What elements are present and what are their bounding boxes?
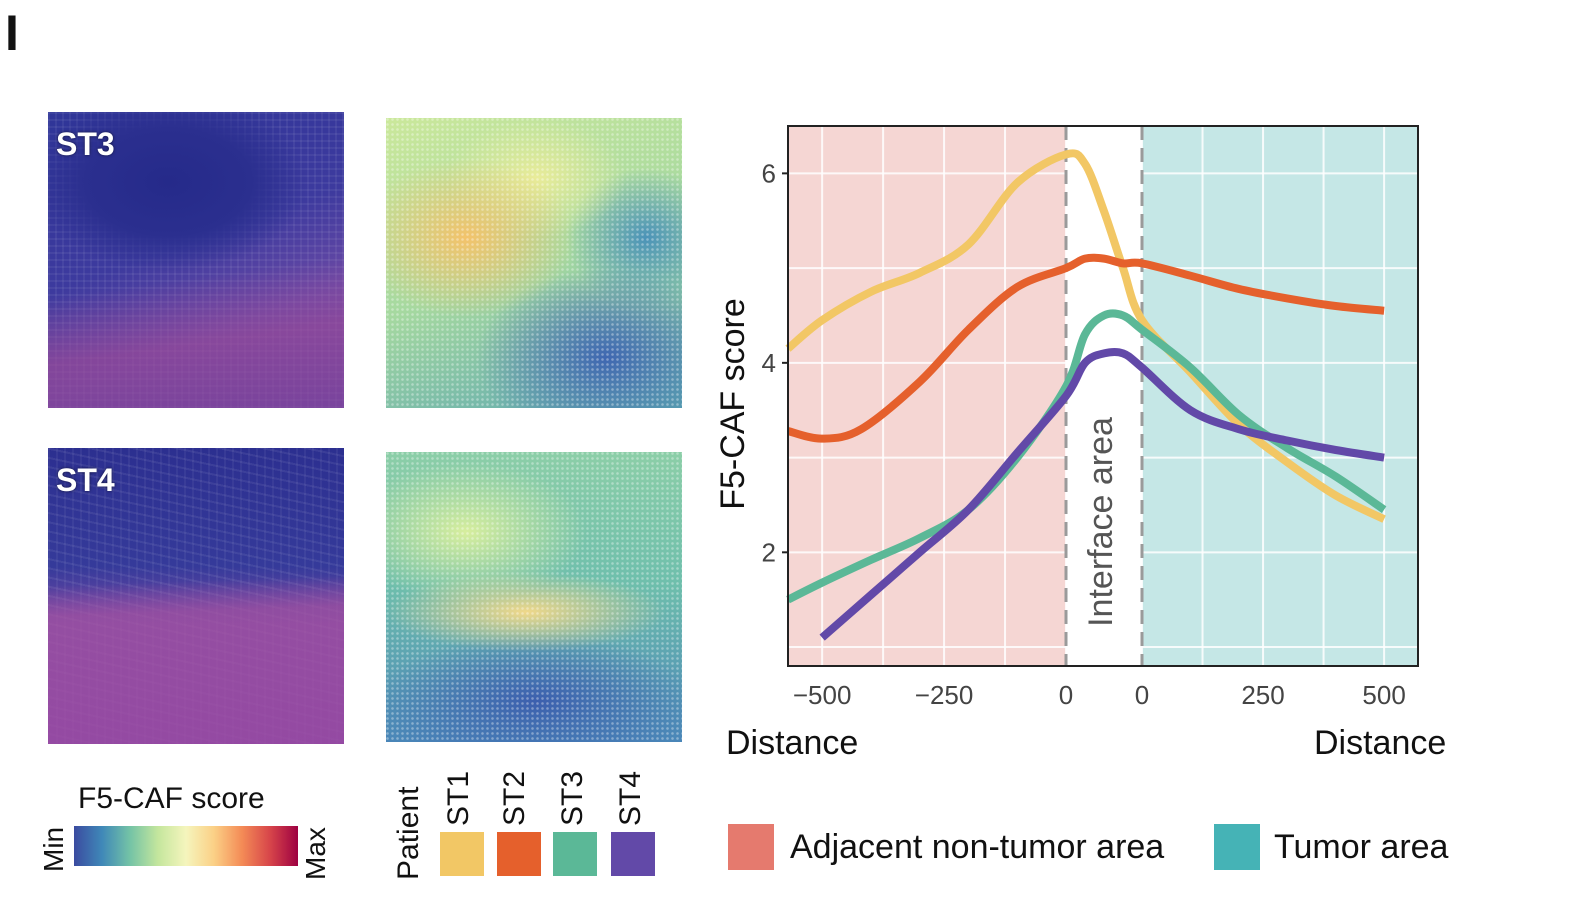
x-tick-label: 0 <box>1059 680 1073 710</box>
series-line-st3 <box>786 309 1387 604</box>
x-axis-label-right: Distance <box>1314 724 1447 762</box>
patient-swatch <box>553 832 597 876</box>
he-tissue-image <box>48 448 344 744</box>
tumor-area-label: Tumor area <box>1274 828 1449 866</box>
tissue-label: ST3 <box>56 126 115 162</box>
colorbar-title: F5-CAF score <box>78 782 265 815</box>
x-axis-label-left: Distance <box>726 724 859 762</box>
patient-swatch <box>440 832 484 876</box>
spot-map-st4 <box>386 452 682 742</box>
spot-map-image <box>386 452 682 742</box>
series-line-st4 <box>819 347 1385 641</box>
x-tick-label: 250 <box>1241 680 1284 710</box>
adjacent-region <box>788 126 1066 666</box>
he-image-st4: ST4 <box>48 448 344 744</box>
y-axis-label: F5-CAF score <box>714 298 752 510</box>
he-tissue-image <box>48 112 344 408</box>
tissue-label: ST4 <box>56 462 115 498</box>
interface-area-label: Interface area <box>1082 417 1120 627</box>
spot-map-image <box>386 118 682 408</box>
x-tick-label: −500 <box>793 680 852 710</box>
tumor-area-swatch <box>1214 824 1260 870</box>
series-line-st1 <box>785 149 1386 523</box>
series-line-st2 <box>786 253 1385 443</box>
adjacent-area-label: Adjacent non-tumor area <box>790 828 1165 866</box>
spot-map-st3 <box>386 118 682 408</box>
x-tick-label: 0 <box>1135 680 1149 710</box>
y-tick-label: 4 <box>762 348 776 378</box>
patient-swatch <box>611 832 655 876</box>
tumor-region <box>1142 126 1418 666</box>
he-image-st3: ST3 <box>48 112 344 408</box>
y-tick-label: 6 <box>762 158 776 188</box>
plot-border <box>787 125 1419 667</box>
panel-letter: I <box>5 5 19 61</box>
y-tick-label: 2 <box>762 537 776 567</box>
x-tick-label: −250 <box>915 680 974 710</box>
adjacent-area-swatch <box>728 824 774 870</box>
patient-swatch <box>497 832 541 876</box>
x-tick-label: 500 <box>1362 680 1405 710</box>
colorbar <box>74 826 298 866</box>
